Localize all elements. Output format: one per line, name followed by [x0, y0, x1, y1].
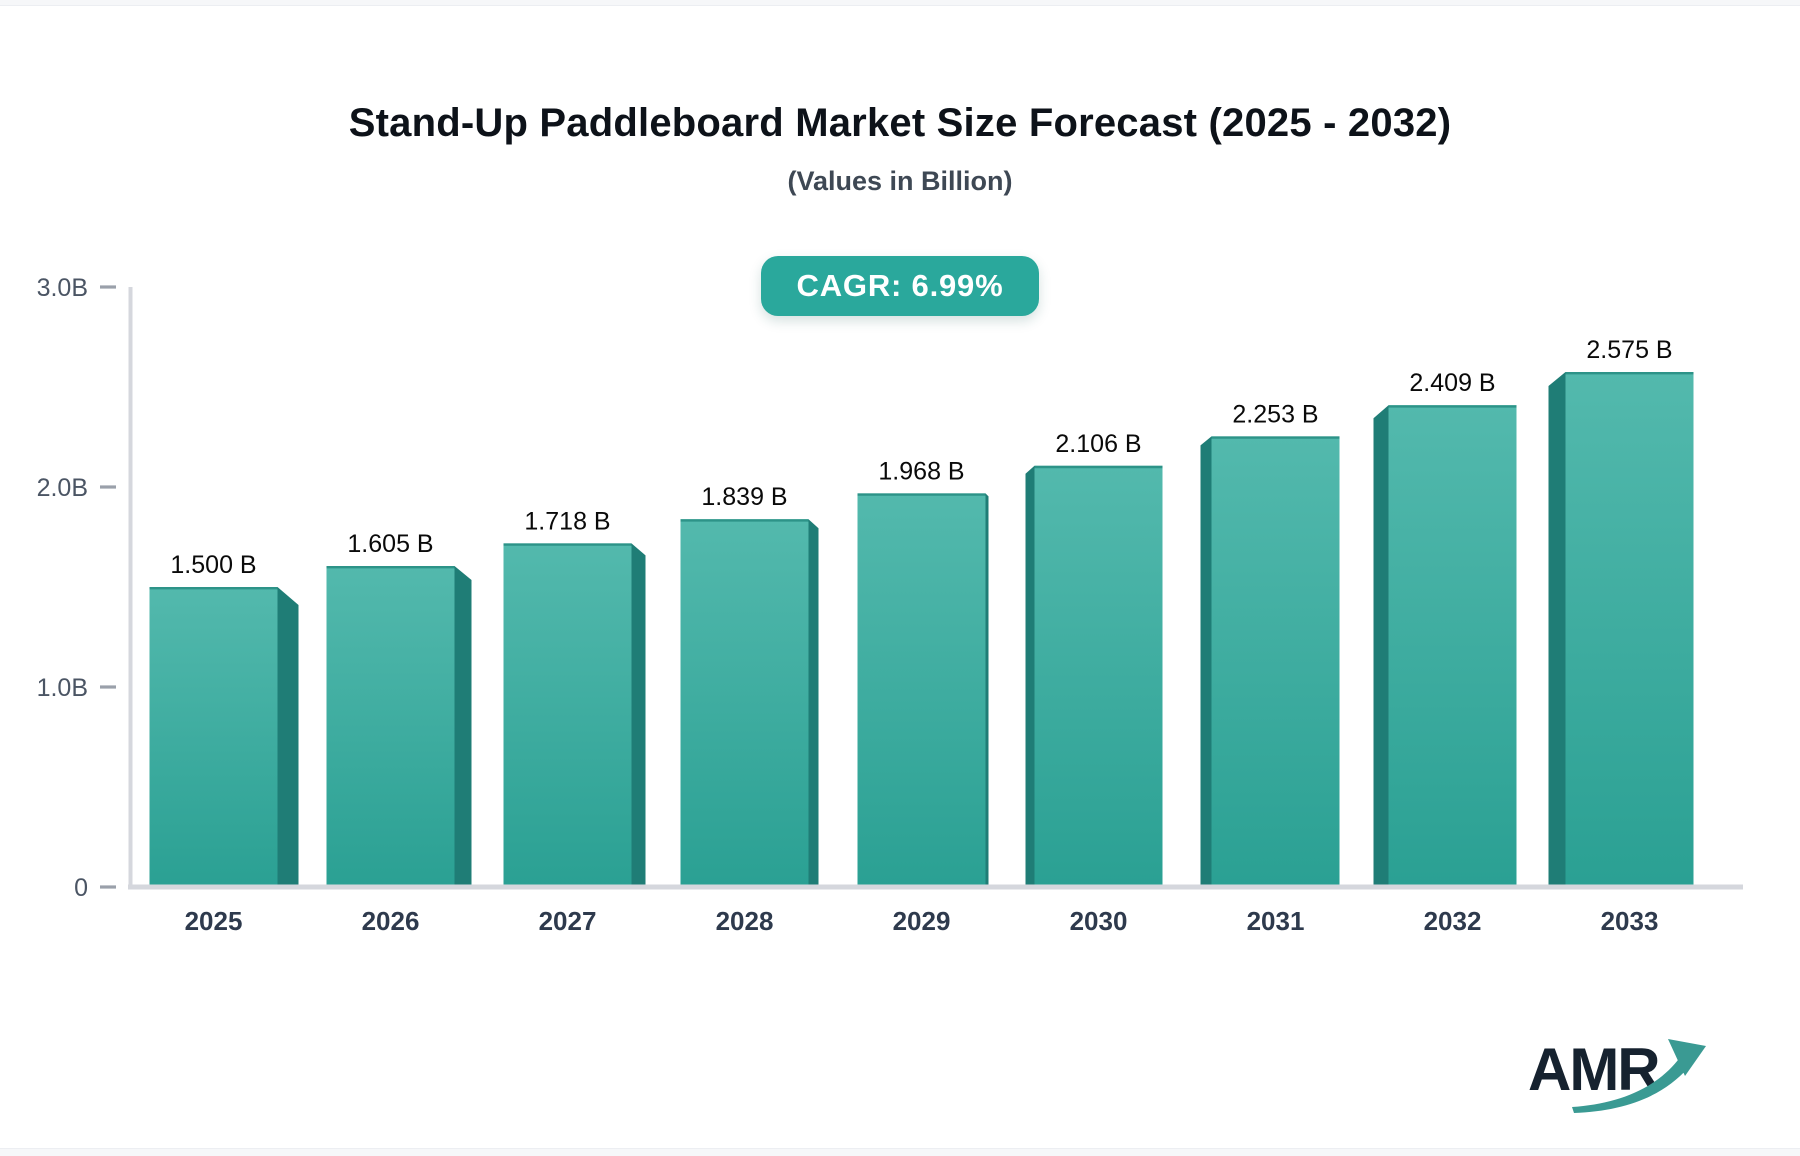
bar-side-face [985, 493, 989, 889]
bar-main-face [1565, 372, 1694, 889]
bar-2029: 1.968 B 2029 [857, 457, 989, 936]
x-axis-label: 2031 [1247, 906, 1305, 936]
y-tick-label: 1.0B [37, 674, 88, 702]
cagr-badge-row: CAGR: 6.99% [0, 256, 1800, 316]
amr-logo: AMR [1512, 1026, 1742, 1126]
cagr-badge: CAGR: 6.99% [760, 256, 1040, 316]
x-axis-label: 2027 [539, 906, 597, 936]
bar-side-face [454, 566, 472, 889]
bar-main-face [1388, 405, 1517, 889]
bar-value-label: 1.605 B [347, 530, 433, 558]
bar-2032: 2.409 B 2032 [1373, 369, 1517, 936]
bar-main-face [503, 543, 632, 889]
bar-side-face [1548, 372, 1566, 889]
bar-side-face [1373, 405, 1389, 889]
bar-value-label: 2.106 B [1055, 430, 1141, 458]
bar-main-face [857, 493, 986, 889]
y-tick-label: 0 [74, 874, 88, 902]
x-axis-label: 2033 [1601, 906, 1659, 936]
x-axis-label: 2028 [716, 906, 774, 936]
amr-logo-graphic: AMR [1528, 1036, 1706, 1113]
x-axis-label: 2029 [893, 906, 951, 936]
page-top-border [0, 0, 1800, 6]
bar-side-face [808, 519, 819, 889]
logo-arrow-swoosh-icon [1572, 1060, 1688, 1113]
y-tick-label: 2.0B [37, 474, 88, 502]
bar-2033: 2.575 B 2033 [1548, 336, 1694, 936]
bar-value-label: 1.839 B [701, 483, 787, 511]
bar-2026: 1.605 B 2026 [326, 530, 472, 936]
bar-main-face [149, 587, 278, 889]
axes: 0 1.0B 2.0B 3.0B [37, 274, 1743, 902]
bar-main-face [680, 519, 809, 889]
bar-2031: 2.253 B 2031 [1200, 400, 1340, 936]
chart-title: Stand-Up Paddleboard Market Size Forecas… [348, 101, 1452, 145]
bar-side-face [631, 543, 646, 889]
bar-2028: 1.839 B 2028 [680, 483, 819, 936]
bar-side-face [1025, 465, 1035, 889]
bar-value-label: 1.968 B [878, 457, 964, 485]
bar-2030: 2.106 B 2030 [1025, 430, 1163, 936]
bar-main-face [326, 566, 455, 889]
page-bottom-border [0, 1148, 1800, 1156]
bar-value-label: 2.575 B [1586, 336, 1672, 364]
y-tick-label: 3.0B [37, 274, 88, 302]
bar-value-label: 1.718 B [524, 507, 610, 535]
bar-main-face [1211, 436, 1340, 889]
bar-2027: 1.718 B 2027 [503, 507, 646, 936]
logo-arrowhead-icon [1668, 1039, 1706, 1076]
bar-main-face [1034, 465, 1163, 889]
bar-side-face [1200, 436, 1212, 889]
bar-value-label: 2.409 B [1409, 369, 1495, 397]
x-axis-label: 2025 [185, 906, 243, 936]
x-axis-label: 2030 [1070, 906, 1128, 936]
x-axis-label: 2026 [362, 906, 420, 936]
bar-value-label: 1.500 B [170, 551, 256, 579]
x-axis-label: 2032 [1424, 906, 1482, 936]
bar-2025: 1.500 B 2025 [149, 551, 299, 936]
bar-value-label: 2.253 B [1232, 400, 1318, 428]
chart-subtitle: (Values in Billion) [787, 166, 1013, 196]
bar-side-face [277, 587, 299, 889]
